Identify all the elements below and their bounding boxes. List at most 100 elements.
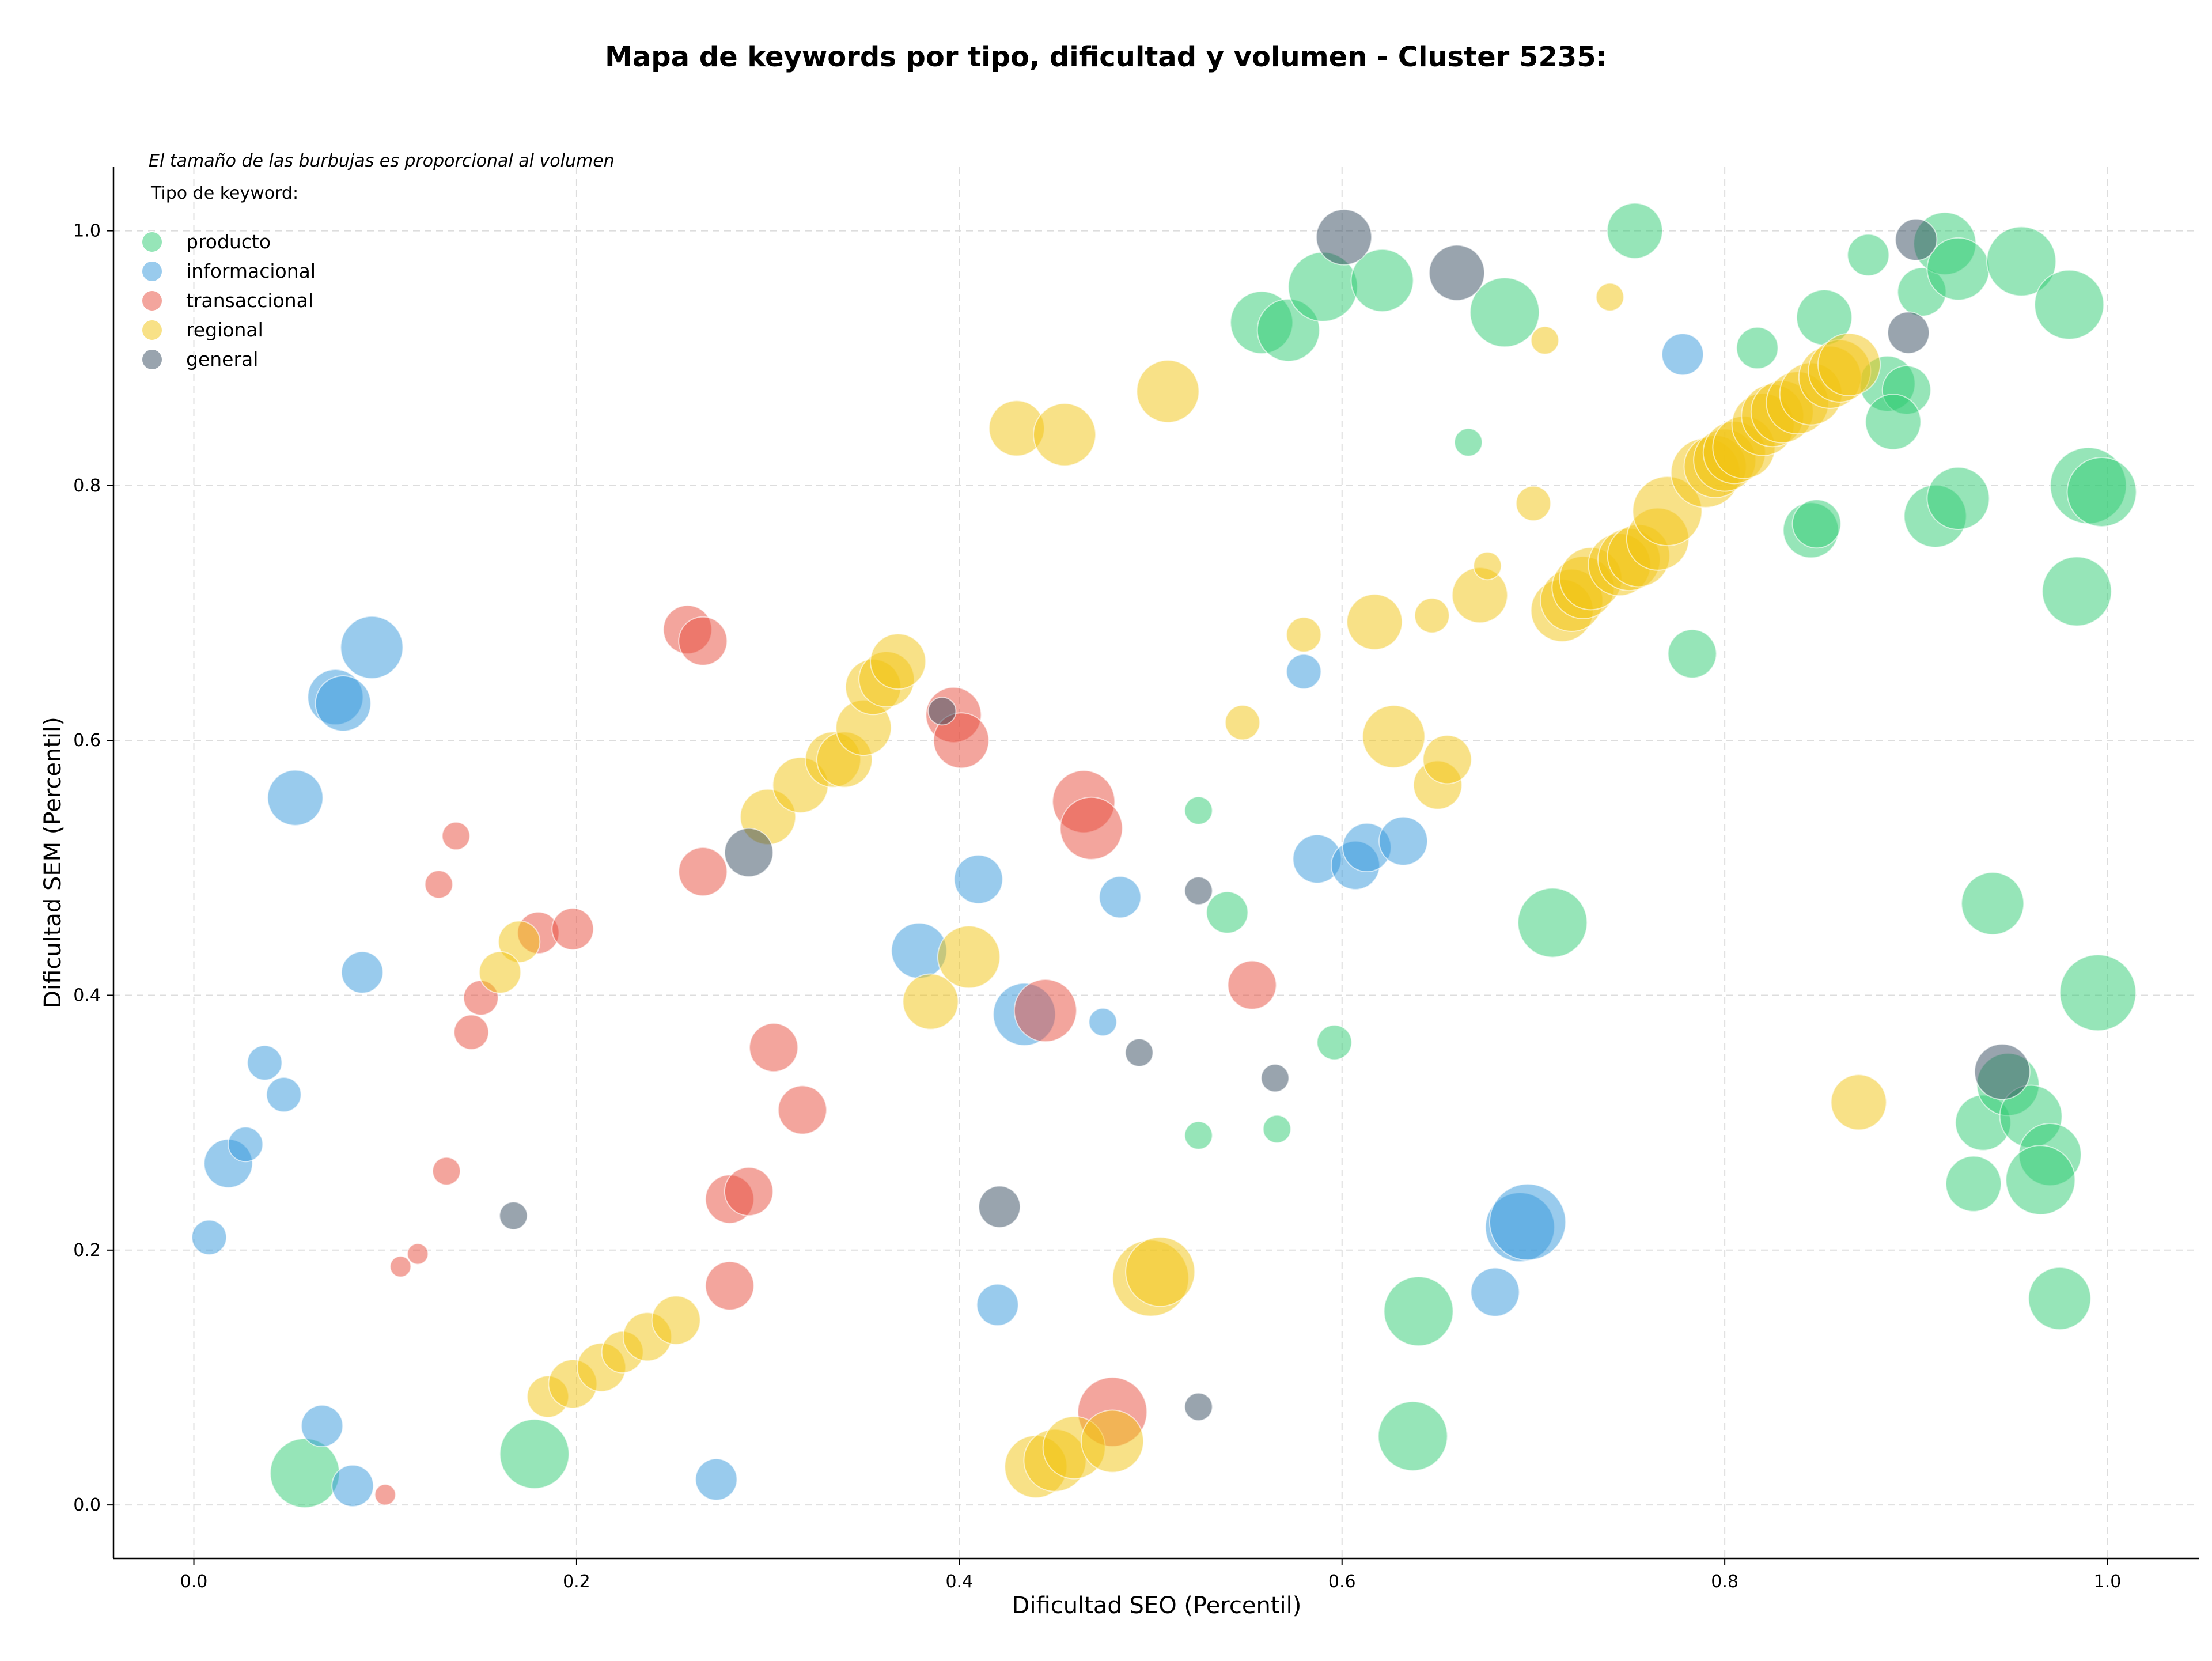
bubble-regional (1595, 282, 1624, 312)
bubble-producto (1469, 277, 1540, 348)
bubble-general (1429, 244, 1486, 301)
bubble-regional (1033, 403, 1097, 467)
chart-title: Mapa de keywords por tipo, dificultad y … (605, 41, 1607, 73)
bubble-informacional (331, 1464, 374, 1507)
bubble-general (1260, 1064, 1290, 1093)
bubble-regional (1422, 735, 1472, 785)
x-tick-label: 0.8 (1711, 1572, 1738, 1592)
bubble-informacional (1286, 653, 1322, 690)
bubble-transaccional (441, 822, 471, 851)
bubble-producto (1206, 891, 1249, 934)
axis-ticks: 0.0 0.2 0.4 0.6 0.8 1.0 0.0 0.2 0.4 0.6 0.8 1.0 (73, 221, 2121, 1592)
bubble-informacional (953, 854, 1003, 905)
legend-label-producto: producto (186, 230, 271, 253)
bubble-producto (1607, 202, 1664, 259)
bubble-informacional (301, 1405, 344, 1447)
y-tick-label: 0.4 (73, 986, 101, 1006)
bubble-informacional (266, 1077, 302, 1113)
bubble-producto (1986, 226, 2057, 297)
bubble-transaccional (1227, 960, 1277, 1010)
bubble-producto (1865, 394, 1922, 451)
bubble-regional (498, 920, 541, 963)
bubble-regional (1346, 593, 1403, 650)
bubble-producto (1736, 327, 1779, 370)
legend-marker-transaccional (141, 290, 163, 312)
bubble-informacional (1470, 1267, 1520, 1317)
bubble-producto (1926, 237, 1990, 301)
bubble-transaccional (704, 1261, 755, 1311)
bubble-producto (1377, 1401, 1448, 1471)
bubble-transaccional (453, 1014, 490, 1050)
bubble-producto (2034, 269, 2105, 340)
bubble-producto (1383, 1276, 1454, 1346)
bubble-producto (1961, 872, 2025, 936)
bubble-informacional (1099, 876, 1142, 919)
legend-marker-regional (141, 319, 163, 341)
bubble-producto (1350, 248, 1414, 312)
legend-label-regional: regional (186, 319, 263, 341)
bubble-regional (1473, 551, 1502, 581)
bubble-informacional (228, 1126, 264, 1163)
bubble-producto (1262, 1114, 1291, 1144)
x-axis-label: Dificultad SEO (Percentil) (1012, 1592, 1302, 1619)
bubble-transaccional (749, 1023, 799, 1073)
bubble-transaccional (551, 907, 594, 951)
bubble-informacional (976, 1283, 1019, 1326)
bubble-general (1887, 311, 1930, 354)
legend-marker-general (141, 349, 163, 370)
bubble-general (1316, 209, 1373, 266)
bubble-producto (1184, 796, 1213, 825)
bubble-regional (870, 633, 927, 690)
bubble-producto (2028, 1266, 2092, 1330)
bubble-producto (1667, 629, 1717, 679)
x-tick-label: 0.4 (945, 1572, 973, 1592)
bubble-informacional (340, 615, 404, 679)
bubble-general (1974, 1043, 2031, 1100)
bubble-regional (1817, 332, 1881, 396)
bubble-regional (1081, 1409, 1145, 1473)
bubble-producto (1316, 1024, 1353, 1061)
bubble-informacional (267, 769, 324, 826)
bubble-informacional (315, 675, 372, 732)
bubble-producto (1847, 233, 1890, 277)
bubble-transaccional (432, 1156, 461, 1186)
legend-label-informacional: informacional (186, 260, 316, 282)
bubble-regional (1136, 360, 1200, 423)
bubble-transaccional (389, 1255, 412, 1278)
bubble-regional (937, 925, 1001, 989)
y-tick-label: 1.0 (73, 221, 101, 241)
x-tick-label: 1.0 (2094, 1572, 2122, 1592)
bubble-regional (1224, 705, 1260, 741)
bubble-regional (1530, 326, 1559, 355)
bubble-general (978, 1185, 1021, 1228)
bubble-regional (1414, 597, 1450, 634)
bubble-transaccional (678, 616, 728, 666)
legend-label-general: general (186, 348, 258, 370)
bubble-informacional (340, 951, 384, 994)
bubble-regional (902, 973, 959, 1030)
bubble-producto (1453, 427, 1483, 457)
y-axis-label: Dificultad SEM (Percentil) (40, 717, 66, 1008)
bubble-producto (2005, 1145, 2076, 1216)
bubble-producto (2066, 456, 2137, 527)
bubble-informacional (1088, 1007, 1118, 1036)
bubble-transaccional (424, 870, 453, 899)
bubble-general (1124, 1038, 1154, 1068)
bubble-producto (270, 1437, 340, 1508)
bubble-transaccional (724, 1167, 774, 1217)
legend-title: Tipo de keyword: (150, 183, 298, 203)
bubble-informacional (1661, 333, 1705, 376)
bubble-regional (1830, 1074, 1887, 1131)
bubble-producto (1517, 887, 1588, 958)
bubble-transaccional (374, 1484, 396, 1506)
bubbles (191, 202, 2137, 1508)
bubble-general (927, 697, 957, 726)
legend: producto informacional transaccional region… (141, 230, 316, 370)
bubble-general (499, 1201, 528, 1231)
bubble-informacional (191, 1219, 228, 1255)
legend-marker-producto (141, 231, 163, 253)
bubble-informacional (1488, 1183, 1566, 1261)
bubble-general (1184, 1392, 1213, 1421)
bubble-general (724, 827, 774, 877)
